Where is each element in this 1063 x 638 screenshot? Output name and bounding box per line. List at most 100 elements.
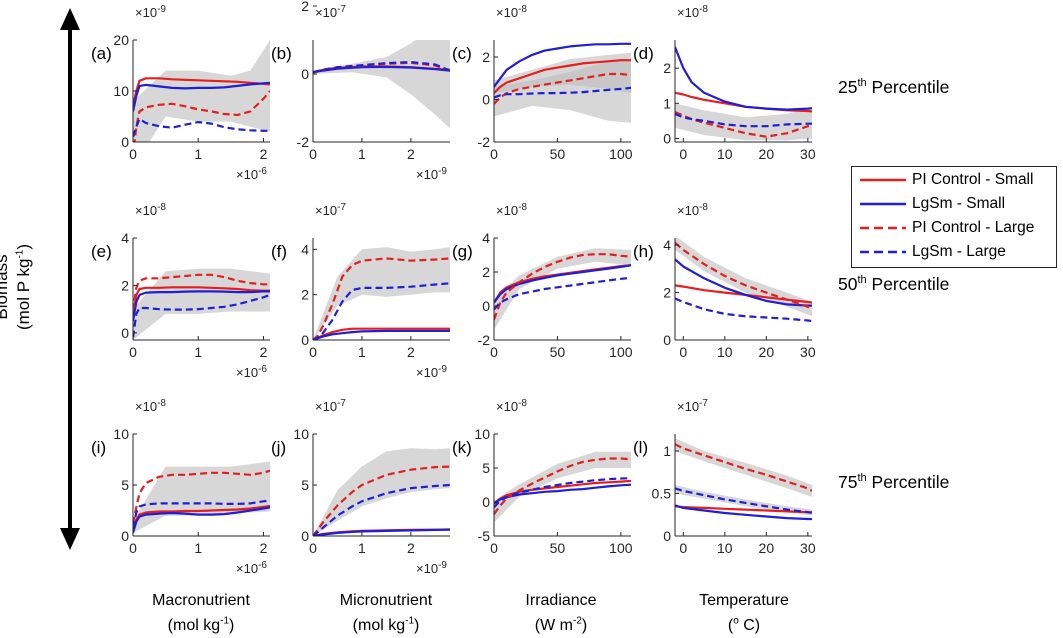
series-line-lgsm-small [313,329,450,340]
y-tick-label: 0 [301,66,309,82]
y-tick-label: 5 [482,460,490,476]
row-label-75th: 75th Percentile [838,472,949,493]
confidence-band [494,248,631,330]
x-tick-label: 1 [358,146,366,162]
legend-text: LgSm - Large [912,243,1006,260]
panel-l: 0 10 20 30 0 0.5 1 ×10-7 (l) [633,398,816,556]
panel-label: (c) [452,44,472,63]
panel-h: 0 10 20 30 0 2 4 ×10-8 (h) [633,202,816,360]
y-exponent-label: ×10-8 [496,398,527,414]
panel-label: (k) [452,438,472,457]
y-axis-label-line1: Biomass [0,254,11,320]
x-tick-label: 20 [759,146,775,162]
y-tick-label: 0 [121,325,129,341]
legend-text: PI Control - Small [912,171,1034,188]
x-exponent-power: -9 [438,364,447,375]
y-exponent-power: -8 [518,4,527,15]
y-exponent-label: ×10-8 [677,4,708,20]
x-tick-label: 30 [800,540,816,556]
x-label-unit-sup: -2 [572,615,582,627]
series-line-lgsm-large [494,86,631,99]
series-line-lgsm-small [494,264,631,304]
plot-area [133,40,270,142]
x-label-unit-post: ) [229,617,235,634]
plot-area [494,42,631,123]
x-tick-label: 2 [407,344,415,360]
panel-b: 0 1 2-202 ×10-7×10-9(b) [271,0,450,182]
x-tick-label: 1 [358,540,366,556]
y-axis-label-line2: (mol P kg-1) [14,244,33,330]
confidence-band [133,40,270,142]
panel-label: (h) [633,242,654,261]
plot-area [675,238,812,323]
x-tick-label: 100 [609,344,633,360]
confidence-band [313,40,450,129]
x-exponent-power: -9 [438,560,447,571]
series-line-lgsm-small [675,258,812,307]
panel-label: (d) [633,44,654,63]
panel-c: 0 50 100-202×10-8(c) [452,4,633,162]
plot-area [133,461,270,534]
y-exponent-power: -8 [157,398,166,409]
panel-d: 0 10 20 30 0 1 2 ×10-8 (d) [633,4,816,162]
row-label-num: 75 [838,472,858,492]
y-exponent-label: ×10-7 [677,398,708,414]
x-label-unit-sup: -1 [220,615,230,627]
y-tick-label: 2 [663,60,671,76]
plot-area [494,451,631,523]
y-exponent-label: ×10-9 [135,4,166,20]
confidence-band [133,268,270,340]
series-line-lgsm-small [133,506,270,534]
series-line-pi-control-large [313,465,450,536]
row-label-text: Percentile [866,472,950,492]
y-tick-label: 0.5 [652,486,672,502]
x-tick-label: 0 [129,540,137,556]
row-label-text: Percentile [866,274,950,294]
row-label-sup: th [857,472,867,485]
row-label-sup: th [857,77,867,90]
series-line-lgsm-large [675,297,812,323]
x-exponent-label: ×10-6 [236,166,267,182]
x-tick-label: 2 [260,344,268,360]
series-line-pi-control-large [675,443,812,492]
y-exponent-power: -8 [699,202,708,213]
y-exponent-label: ×10-8 [496,202,527,218]
y-tick-label: -2 [297,134,310,150]
x-label-unit-sup: -1 [405,615,415,627]
panel-label: (g) [452,242,473,261]
legend-item-pi-control-small: PI Control - Small [860,169,1033,191]
y-tick-label: 0 [482,92,490,108]
row-label-num: 25 [838,77,858,97]
x-tick-label: 1 [358,344,366,360]
x-exponent-power: -9 [438,166,447,177]
x-tick-label: 0 [309,540,317,556]
y-tick-label: 4 [301,241,309,257]
series-line-lgsm-small [675,504,812,521]
series-line-lgsm-small [133,290,270,322]
x-tick-label: 0 [129,146,137,162]
x-tick-label: 0 [309,146,317,162]
series-line-lgsm-small [133,81,270,112]
series-line-pi-control-large [675,241,812,311]
y-tick-label: -5 [478,528,491,544]
y-tick-label: 1 [663,95,671,111]
panel-j: 0 1 2 0 5 10 ×10-7 ×10-9 (j) [271,398,450,576]
legend-item-lgsm-small: LgSm - Small [860,193,1005,215]
plot-area [675,46,812,141]
series-line-lgsm-small [675,46,812,111]
x-tick-label: 2 [407,540,415,556]
panel-label: (j) [271,438,286,457]
y-tick-label: 10 [293,426,309,442]
y-tick-label: 0 [301,528,309,544]
x-exponent-label: ×10-9 [416,166,447,182]
y-axis-label: Biomass (mol P kg-1) [0,212,35,362]
y-axis-unit-sup: -1 [14,249,26,259]
row-label-num: 50 [838,274,858,294]
series-line-lgsm-large [675,487,812,515]
y-tick-label: 20 [113,32,129,48]
y-exponent-label: ×10-8 [135,202,166,218]
y-exponent-power: -8 [518,398,527,409]
